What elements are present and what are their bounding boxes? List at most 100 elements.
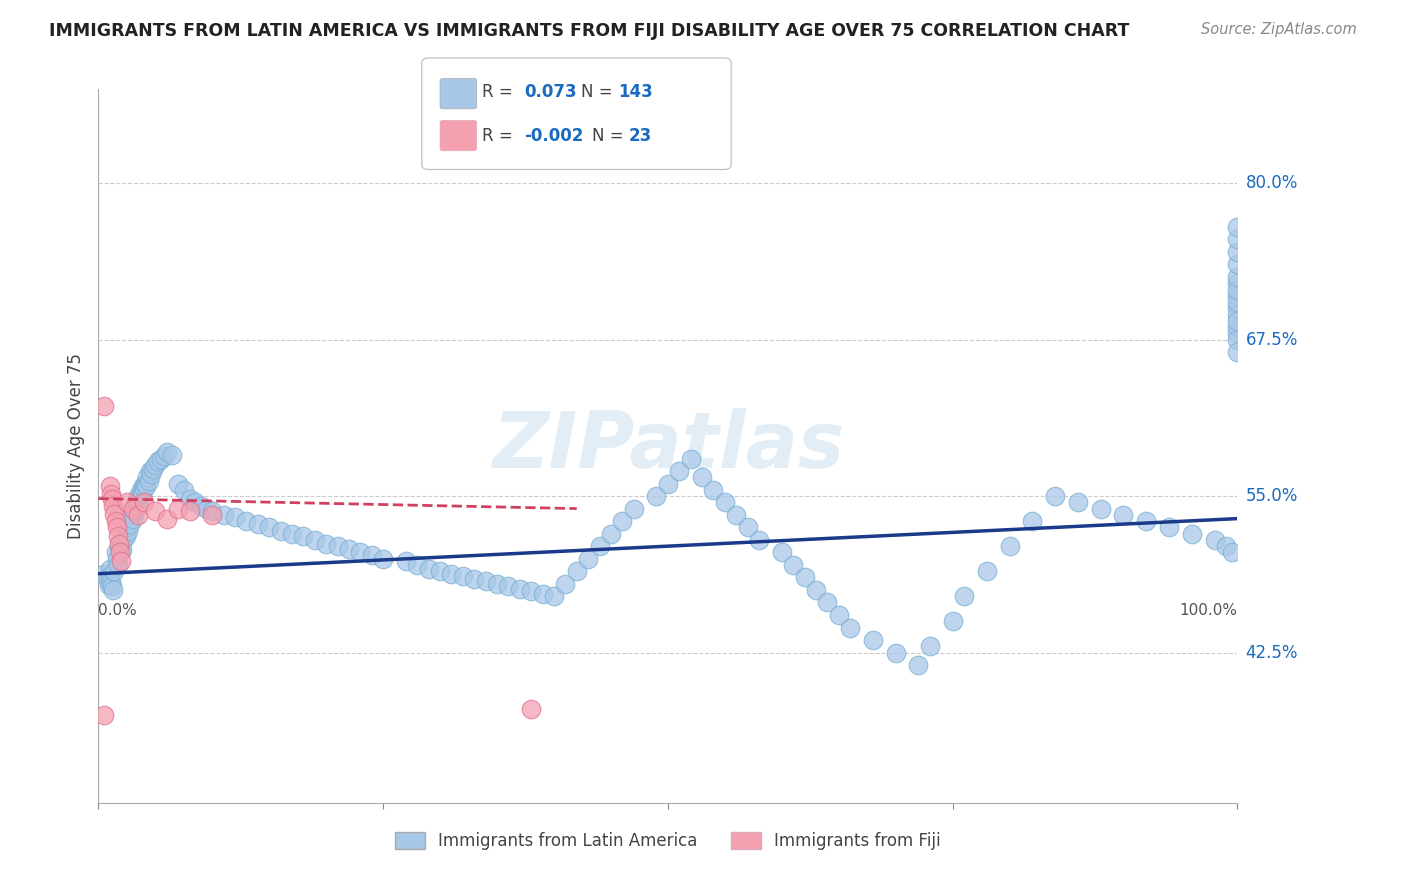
Point — [474, 574, 496, 589]
Point — [167, 476, 190, 491]
Point — [97, 578, 120, 592]
Point — [714, 495, 737, 509]
Point — [131, 486, 153, 500]
Point — [1067, 495, 1090, 509]
Point — [145, 458, 167, 472]
Point — [1226, 320, 1249, 334]
Point — [118, 514, 141, 528]
Text: 100.0%: 100.0% — [1180, 603, 1237, 618]
Point — [520, 702, 543, 716]
Point — [98, 479, 121, 493]
Point — [127, 508, 149, 522]
Point — [725, 508, 748, 522]
Point — [1226, 295, 1249, 310]
Point — [142, 461, 165, 475]
Point — [1226, 283, 1249, 297]
Point — [337, 541, 360, 556]
Point — [782, 558, 804, 572]
Point — [565, 564, 588, 578]
Point — [128, 491, 150, 506]
Point — [543, 589, 565, 603]
Point — [884, 646, 907, 660]
Point — [101, 579, 124, 593]
Point — [1157, 520, 1180, 534]
Point — [679, 451, 702, 466]
Y-axis label: Disability Age Over 75: Disability Age Over 75 — [66, 353, 84, 539]
Point — [600, 526, 623, 541]
Point — [127, 499, 149, 513]
Point — [224, 510, 246, 524]
Point — [100, 575, 122, 590]
Point — [953, 589, 976, 603]
Legend: Immigrants from Latin America, Immigrants from Fiji: Immigrants from Latin America, Immigrant… — [387, 824, 949, 859]
Point — [190, 499, 212, 513]
Point — [93, 566, 115, 581]
Point — [114, 529, 136, 543]
Point — [623, 501, 645, 516]
Point — [1226, 326, 1249, 341]
Point — [108, 545, 131, 559]
Point — [259, 520, 281, 534]
Point — [201, 504, 224, 518]
Point — [112, 533, 135, 547]
Point — [520, 584, 543, 599]
Point — [554, 576, 576, 591]
Point — [103, 582, 125, 597]
Point — [498, 579, 520, 593]
Point — [98, 562, 121, 576]
Point — [1112, 508, 1135, 522]
Point — [406, 558, 429, 572]
Text: 55.0%: 55.0% — [1246, 487, 1298, 505]
Point — [235, 514, 257, 528]
Point — [93, 399, 115, 413]
Text: 42.5%: 42.5% — [1246, 643, 1298, 662]
Point — [93, 708, 115, 723]
Point — [395, 554, 418, 568]
Point — [107, 529, 129, 543]
Point — [96, 573, 118, 587]
Point — [138, 464, 160, 478]
Point — [107, 558, 129, 572]
Point — [486, 576, 509, 591]
Point — [418, 562, 440, 576]
Point — [201, 508, 224, 522]
Point — [440, 566, 463, 581]
Point — [862, 633, 884, 648]
Point — [1226, 314, 1249, 328]
Point — [1181, 526, 1204, 541]
Point — [246, 516, 269, 531]
Point — [179, 491, 201, 506]
Text: 143: 143 — [619, 83, 654, 101]
Point — [195, 501, 218, 516]
Point — [125, 495, 148, 509]
Point — [103, 507, 125, 521]
Point — [1135, 514, 1157, 528]
Point — [103, 564, 125, 578]
Point — [839, 621, 862, 635]
Text: 67.5%: 67.5% — [1246, 331, 1298, 349]
Point — [132, 479, 155, 493]
Point — [100, 486, 122, 500]
Point — [153, 449, 176, 463]
Point — [793, 570, 815, 584]
Point — [104, 514, 127, 528]
Point — [815, 595, 838, 609]
Point — [828, 607, 851, 622]
Point — [110, 536, 132, 550]
Point — [111, 542, 134, 557]
Point — [748, 533, 770, 547]
Point — [136, 470, 159, 484]
Point — [657, 476, 679, 491]
Text: R =: R = — [482, 127, 513, 145]
Point — [121, 511, 143, 525]
Point — [281, 526, 304, 541]
Point — [184, 495, 207, 509]
Point — [212, 508, 235, 522]
Point — [645, 489, 668, 503]
Point — [132, 495, 155, 509]
Text: IMMIGRANTS FROM LATIN AMERICA VS IMMIGRANTS FROM FIJI DISABILITY AGE OVER 75 COR: IMMIGRANTS FROM LATIN AMERICA VS IMMIGRA… — [49, 22, 1129, 40]
Point — [120, 508, 142, 522]
Point — [371, 551, 394, 566]
Text: -0.002: -0.002 — [524, 127, 583, 145]
Point — [531, 587, 554, 601]
